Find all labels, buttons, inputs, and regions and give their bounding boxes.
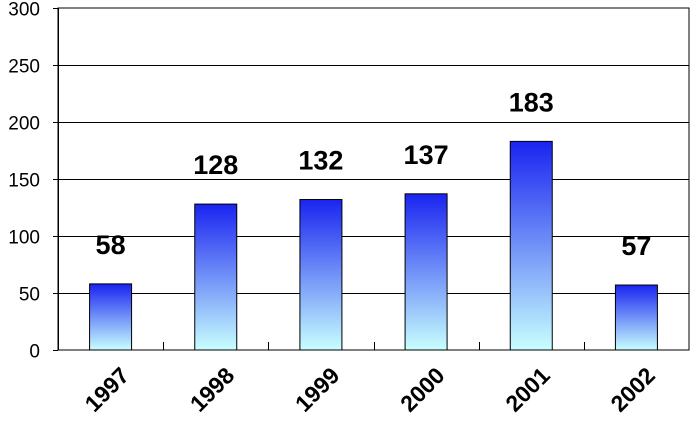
y-tick-label: 200	[8, 114, 40, 135]
x-tick-label: 2002	[605, 362, 660, 417]
bar	[614, 284, 658, 351]
y-tick-label: 150	[8, 171, 40, 192]
x-tick-label: 2001	[500, 362, 555, 417]
bars	[89, 140, 658, 351]
bar	[299, 199, 343, 351]
gridlines	[58, 65, 689, 294]
y-tick-label: 250	[8, 57, 40, 78]
data-label: 57	[621, 231, 651, 261]
x-tick-label: 1999	[290, 362, 345, 417]
y-tick-label: 300	[8, 0, 40, 21]
data-label: 58	[96, 230, 126, 260]
x-tick-label: 1998	[185, 362, 240, 417]
data-label: 128	[193, 150, 238, 180]
y-tick-label: 0	[29, 342, 40, 363]
x-tick-label: 2000	[395, 362, 450, 417]
x-axis: 1997 1998 1999 2000 2001 2002	[80, 342, 660, 417]
x-tick-label: 1997	[80, 362, 135, 417]
y-tick-label: 100	[8, 228, 40, 249]
bar	[194, 203, 238, 351]
bar	[509, 140, 553, 351]
y-axis: 0 50 100 150 200 250 300	[8, 0, 59, 363]
data-labels: 58 128 132 137 183 57	[96, 87, 652, 261]
y-tick-label: 50	[19, 285, 40, 306]
data-label: 137	[404, 140, 449, 170]
bar	[404, 193, 448, 351]
data-label: 132	[298, 146, 343, 176]
data-label: 183	[509, 87, 554, 117]
bar	[89, 283, 133, 351]
